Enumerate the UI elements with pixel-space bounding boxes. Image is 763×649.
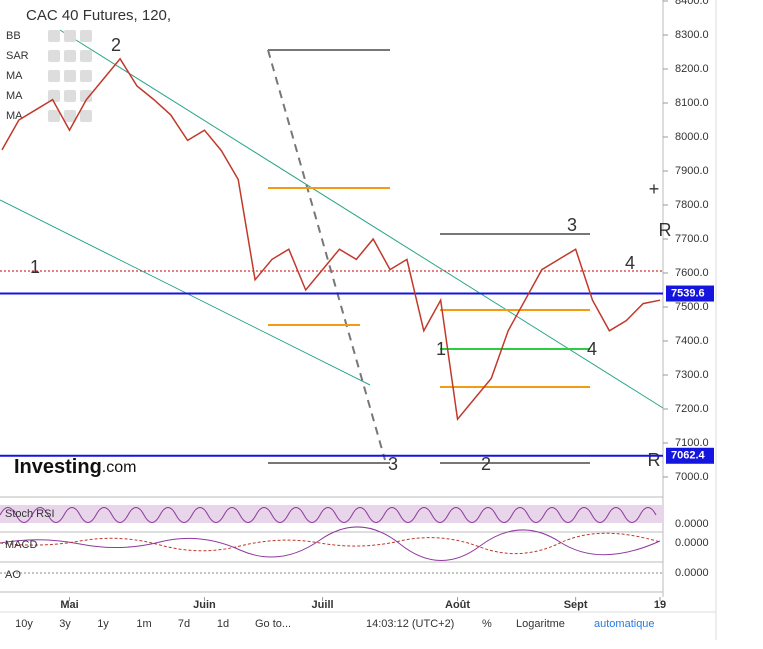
fib-line [267,49,386,461]
level-tag [666,285,714,302]
wave-label: 1 [30,257,40,277]
y-tick-label: 8000.0 [675,131,709,143]
x-tick-label: Juin [193,599,216,611]
clock: 14:03:12 (UTC+2) [366,618,454,630]
range-button[interactable]: 1d [217,618,229,630]
indicator-label[interactable]: SAR [6,50,29,62]
indicator-button[interactable] [48,90,60,102]
panels: Stoch RSI 0.0000 MACD 0.0000 AO 0.0000 [5,508,709,581]
indicator-button[interactable] [80,30,92,42]
indicator-button[interactable] [48,70,60,82]
indicator-button[interactable] [80,50,92,62]
indicator-button[interactable] [48,110,60,122]
marker: + [649,179,660,199]
indicator-label[interactable]: MA [6,110,23,122]
indicator-label[interactable]: MA [6,90,23,102]
x-tick-label: Sept [564,599,588,611]
wave-label: 3 [388,454,398,474]
indicator-button[interactable] [80,110,92,122]
indicator-button[interactable] [80,70,92,82]
auto-button[interactable]: automatique [594,618,655,630]
range-button[interactable]: 3y [59,618,71,630]
y-tick-label: 7500.0 [675,301,709,313]
level-label: 7539.6 [671,287,705,299]
logo: Investing.com [14,456,136,478]
panel-tick: 0.0000 [675,518,709,530]
y-tick-label: 8300.0 [675,29,709,41]
wave-label: 3 [567,215,577,235]
goto-button[interactable]: Go to... [255,618,291,630]
resistance-label: R [659,220,672,240]
wave-label: 4 [587,339,597,359]
percent-button[interactable]: % [482,618,492,630]
logo-brand: Investing [14,456,102,478]
indicator-button[interactable] [48,50,60,62]
y-tick-label: 7000.0 [675,471,709,483]
indicator-list: BB SAR MA MA MA [6,30,92,122]
indicator-label[interactable]: MA [6,70,23,82]
price-line [1,57,661,421]
stoch-band [0,505,663,523]
panel-tick: 0.0000 [675,537,709,549]
y-tick-label: 7100.0 [675,437,709,449]
panel-tick: 0.0000 [675,567,709,579]
log-button[interactable]: Logaritme [516,618,565,630]
indicator-button[interactable] [80,90,92,102]
panel-label: AO [5,569,21,581]
y-tick-label: 8200.0 [675,63,709,75]
y-tick-label: 7200.0 [675,403,709,415]
range-button[interactable]: 1m [136,618,151,630]
indicator-button[interactable] [64,110,76,122]
resistance-label: R [648,450,661,470]
x-tick-label: 19 [654,599,666,611]
level-label: 7062.4 [671,450,706,462]
wave-label: 1 [436,339,446,359]
wave-label: 2 [481,454,491,474]
indicator-label[interactable]: BB [6,30,21,42]
logo-suffix: .com [102,459,137,476]
range-button[interactable]: 1y [97,618,109,630]
indicator-button[interactable] [64,90,76,102]
x-tick-label: Mai [60,599,78,611]
indicator-button[interactable] [64,50,76,62]
toolbar: 10y 3y 1y 1m 7d 1d Go to... 14:03:12 (UTC+2)% Lo… [15,618,654,630]
wave-label: 2 [111,35,121,55]
y-tick-label: 7600.0 [675,267,709,279]
range-button[interactable]: 7d [178,618,190,630]
y-tick-label: 7400.0 [675,335,709,347]
y-tick-label: 7900.0 [675,165,709,177]
panel-label: MACD [5,539,37,551]
chart-title: CAC 40 Futures, 120, [26,7,171,24]
indicator-button[interactable] [48,30,60,42]
stoch-line [0,507,657,523]
trendline [0,199,371,386]
range-button[interactable]: 10y [15,618,33,630]
x-tick-label: Août [445,599,470,611]
trendline [59,29,664,409]
wave-label: 4 [625,253,635,273]
y-tick-label: 8100.0 [675,97,709,109]
macd-line [0,526,661,561]
panel-label: Stoch RSI [5,508,55,520]
macd-signal [0,532,661,555]
y-tick-label: 8400.0 [675,0,709,7]
level-tag [666,447,714,464]
y-tick-label: 7800.0 [675,199,709,211]
y-tick-label: 7700.0 [675,233,709,245]
indicator-button[interactable] [64,70,76,82]
y-tick-label: 7300.0 [675,369,709,381]
indicator-button[interactable] [64,30,76,42]
x-tick-label: Juill [312,599,334,611]
